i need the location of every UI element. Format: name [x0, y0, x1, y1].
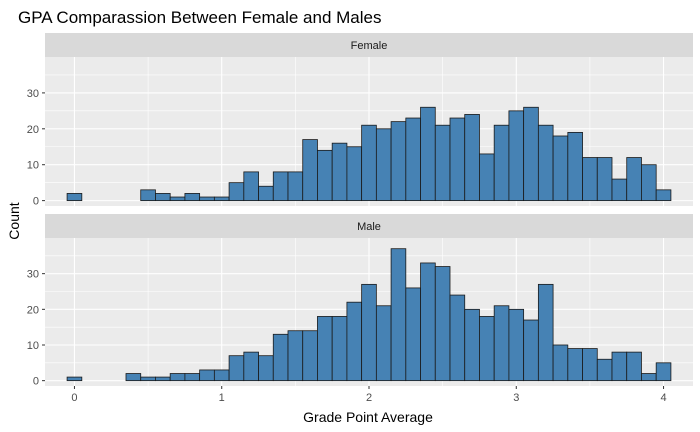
histogram-bar: [405, 117, 421, 202]
histogram-bar: [140, 189, 156, 202]
histogram-bar: [493, 305, 510, 382]
histogram-bar: [155, 376, 171, 382]
histogram-bar: [537, 283, 554, 382]
histogram-bar: [405, 287, 421, 382]
facet-strip-label: Male: [357, 221, 381, 233]
y-tick-label: 20: [27, 124, 39, 136]
histogram-bar: [169, 373, 186, 382]
histogram-bar: [272, 171, 289, 202]
histogram-bar: [434, 124, 451, 202]
histogram-bar: [464, 308, 480, 382]
histogram-bar: [258, 185, 274, 202]
histogram-bar: [228, 355, 245, 382]
histogram-bar: [199, 369, 215, 382]
histogram-bar: [66, 193, 83, 202]
histogram-bar: [199, 196, 215, 202]
histogram-bar: [155, 193, 171, 202]
facet-panels: Female 0 10 20 30 Male 0 10 20 30 0 1 2 3 4: [27, 33, 693, 404]
histogram-bar: [346, 301, 363, 382]
histogram-bar: [552, 135, 569, 202]
histogram-bar: [567, 131, 583, 202]
histogram-bar: [390, 248, 407, 382]
histogram-bar: [508, 110, 525, 202]
histogram-bar: [140, 376, 156, 382]
histogram-bar: [287, 330, 304, 382]
histogram-bar: [641, 164, 657, 202]
histogram-bar: [302, 139, 318, 202]
y-tick-label: 30: [27, 88, 39, 100]
histogram-bar: [66, 376, 83, 382]
histogram-bar: [523, 106, 539, 202]
y-axis-label: Count: [6, 202, 22, 239]
x-tick-label: 1: [219, 392, 225, 404]
x-tick-label: 0: [71, 392, 77, 404]
histogram-bar: [184, 193, 201, 202]
y-tick-label: 20: [27, 304, 39, 316]
histogram-bar: [479, 316, 495, 382]
histogram-bar: [641, 373, 657, 382]
histogram-bar: [596, 358, 613, 382]
histogram-bar: [552, 344, 569, 382]
histogram-bar: [611, 351, 628, 382]
histogram-bar: [228, 182, 245, 202]
histogram-bar: [582, 157, 598, 202]
histogram-bar: [169, 196, 186, 202]
histogram-bar: [243, 171, 259, 202]
histogram-bar: [272, 333, 289, 382]
histogram-bar: [449, 294, 466, 382]
facet-strip: [45, 214, 693, 238]
histogram-bar: [390, 121, 407, 202]
histogram-bar: [611, 178, 628, 202]
y-tick-label: 10: [27, 160, 39, 172]
histogram-bar: [655, 189, 672, 202]
histogram-bar: [434, 266, 451, 382]
histogram-bar: [523, 319, 539, 382]
histogram-bar: [596, 157, 613, 202]
histogram-bar: [213, 196, 230, 202]
histogram-bar: [302, 330, 318, 382]
histogram-bar: [626, 351, 642, 382]
facet-strip: [45, 33, 693, 57]
histogram-bar: [287, 171, 304, 202]
histogram-bar: [184, 373, 201, 382]
histogram-bar: [655, 362, 672, 382]
x-tick-label: 2: [366, 392, 372, 404]
histogram-bar: [626, 157, 642, 202]
y-tick-label: 30: [27, 269, 39, 281]
histogram-bar: [361, 283, 377, 382]
histogram-bar: [317, 316, 333, 382]
histogram-bar: [449, 117, 466, 202]
histogram-bar: [331, 316, 348, 382]
histogram-bar: [331, 142, 348, 202]
histogram-bar: [420, 262, 436, 382]
y-tick-label: 0: [33, 376, 39, 388]
histogram-bar: [493, 124, 510, 202]
histogram-bar: [317, 149, 333, 202]
x-tick-label: 4: [660, 392, 666, 404]
histogram-bar: [346, 146, 363, 202]
histogram-bar: [508, 308, 525, 382]
histogram-bar: [582, 348, 598, 382]
histogram-bar: [125, 373, 142, 382]
chart-title: GPA Comparassion Between Female and Male…: [18, 8, 381, 27]
histogram-bar: [361, 124, 377, 202]
x-tick-label: 3: [513, 392, 519, 404]
facet-strip-label: Female: [351, 40, 388, 52]
histogram-bar: [420, 106, 436, 202]
facet-panel-female: Female 0 10 20 30: [27, 33, 693, 208]
histogram-bar: [243, 351, 259, 382]
histogram-bar: [567, 348, 583, 382]
y-tick-label: 0: [33, 196, 39, 208]
histogram-bar: [258, 355, 274, 382]
histogram-bar: [464, 114, 480, 202]
histogram-bar: [213, 369, 230, 382]
x-axis-label: Grade Point Average: [303, 409, 433, 425]
histogram-bar: [479, 153, 495, 202]
histogram-bar: [375, 305, 392, 382]
histogram-bar: [537, 124, 554, 202]
facet-panel-male: Male 0 10 20 30: [27, 214, 693, 388]
histogram-bar: [375, 128, 392, 202]
y-tick-label: 10: [27, 340, 39, 352]
